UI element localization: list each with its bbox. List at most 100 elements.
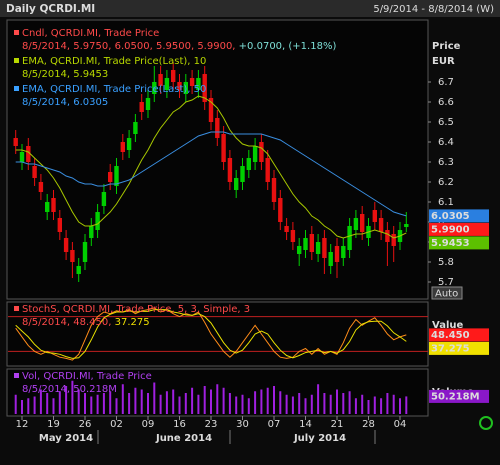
candle-body (152, 82, 157, 94)
volume-bar (329, 394, 332, 414)
auto-button[interactable] (431, 286, 463, 300)
volume-bar (241, 394, 244, 414)
candle-body (26, 146, 31, 162)
candle-body (353, 218, 359, 230)
y-tick-label: 5.7 (438, 277, 454, 288)
y-tick-label: 6.4 (438, 137, 454, 148)
volume-bar (96, 394, 99, 414)
legend-entry: StochS, QCRDI.MI, Trade Price, 5, 3, Sim… (22, 304, 250, 315)
x-tick-label: 16 (173, 419, 186, 430)
candle-body (164, 78, 170, 90)
ema-line (15, 95, 407, 239)
volume-bar (254, 391, 257, 414)
candle-body (227, 158, 233, 182)
value-box-label: 37.275 (431, 343, 470, 354)
x-tick-label: 12 (16, 419, 29, 430)
volume-bar (380, 398, 383, 414)
candle-body (246, 158, 251, 170)
stoch-line (15, 307, 407, 361)
volume-bar (27, 398, 30, 414)
y-tick-label: 6.3 (438, 157, 454, 168)
x-tick-label: 02 (110, 419, 123, 430)
volume-bar (165, 391, 168, 414)
candle-body (32, 166, 37, 178)
candle-body (372, 210, 377, 222)
price-panel (6, 19, 429, 300)
volume-bar (235, 396, 238, 414)
candle-body (13, 138, 18, 146)
title-bar (0, 0, 500, 17)
volume-bar (386, 393, 389, 414)
candle-body (133, 122, 138, 134)
candle-body (278, 198, 283, 222)
candle-body (171, 70, 176, 82)
volume-bar (260, 389, 263, 414)
volume-bar (14, 394, 17, 414)
volume-bar (21, 400, 23, 414)
candle-body (334, 246, 340, 262)
volume-bar (228, 393, 231, 414)
legend-swatch (14, 86, 19, 91)
volume-bar (392, 394, 395, 414)
volume-bar (304, 398, 307, 414)
volume-bar (90, 396, 93, 414)
x-tick-label: 07 (268, 419, 281, 430)
candle-body (120, 142, 125, 152)
candle-body (76, 266, 81, 274)
legend-entry: 8/5/2014, 48.450, 37.275 (22, 317, 150, 328)
volume-bar (172, 389, 175, 414)
candle-body (347, 226, 352, 250)
x-group-label: May 2014 (39, 433, 93, 444)
volume-bar (216, 384, 219, 414)
candle-body (240, 166, 245, 182)
volume-bar (33, 396, 36, 414)
volume-bar (134, 387, 137, 414)
candle-body (221, 134, 226, 162)
chart-title: Daily QCRDI.MI (6, 3, 95, 15)
volume-bar (210, 389, 212, 414)
candle-body (183, 82, 188, 94)
candle-body (63, 238, 69, 252)
legend-swatch (14, 30, 19, 35)
volume-bar (39, 389, 42, 414)
auto-button-label[interactable]: Auto (435, 289, 458, 300)
volume-bar (336, 389, 338, 414)
volume-bar (46, 393, 49, 414)
legend-entry: 8/5/2014, 50.218M (22, 384, 117, 395)
candle-body (101, 192, 107, 206)
volume-bar (266, 387, 269, 414)
y-tick-label: 6.7 (438, 77, 454, 88)
candle-body (114, 166, 119, 186)
candle-body (378, 218, 384, 232)
legend-entry: Cndl, QCRDI.MI, Trade Price (22, 28, 159, 39)
x-tick-label: 14 (299, 419, 312, 430)
volume-bar (153, 382, 156, 414)
candle-body (290, 230, 296, 242)
axis-title: Value (432, 320, 463, 331)
candle-body (391, 234, 396, 246)
candle-body (139, 102, 144, 112)
candle-body (322, 238, 327, 258)
volume-bar (298, 393, 301, 414)
volume-bar (354, 398, 357, 414)
candle-body (271, 178, 277, 202)
legend-swatch (14, 58, 19, 63)
candle-body (158, 74, 163, 86)
value-box (429, 341, 489, 355)
volume-bar (203, 386, 206, 414)
candle-body (252, 146, 258, 162)
volume-bar (348, 391, 351, 414)
legend-swatch (14, 373, 19, 378)
legend-entry: Vol, QCRDI.MI, Trade Price (22, 371, 152, 382)
x-tick-label: 09 (142, 419, 155, 430)
volume-bar (184, 393, 187, 414)
x-tick-label: 28 (362, 419, 375, 430)
volume-bar (71, 380, 74, 414)
legend-text: Vol, QCRDI.MI, Trade Price (22, 371, 152, 382)
stoch-line (15, 309, 407, 359)
date-range: 5/9/2014 - 8/8/2014 (W) (373, 4, 494, 15)
candle-body (89, 226, 94, 238)
y-tick-label: 5.8 (438, 257, 454, 268)
